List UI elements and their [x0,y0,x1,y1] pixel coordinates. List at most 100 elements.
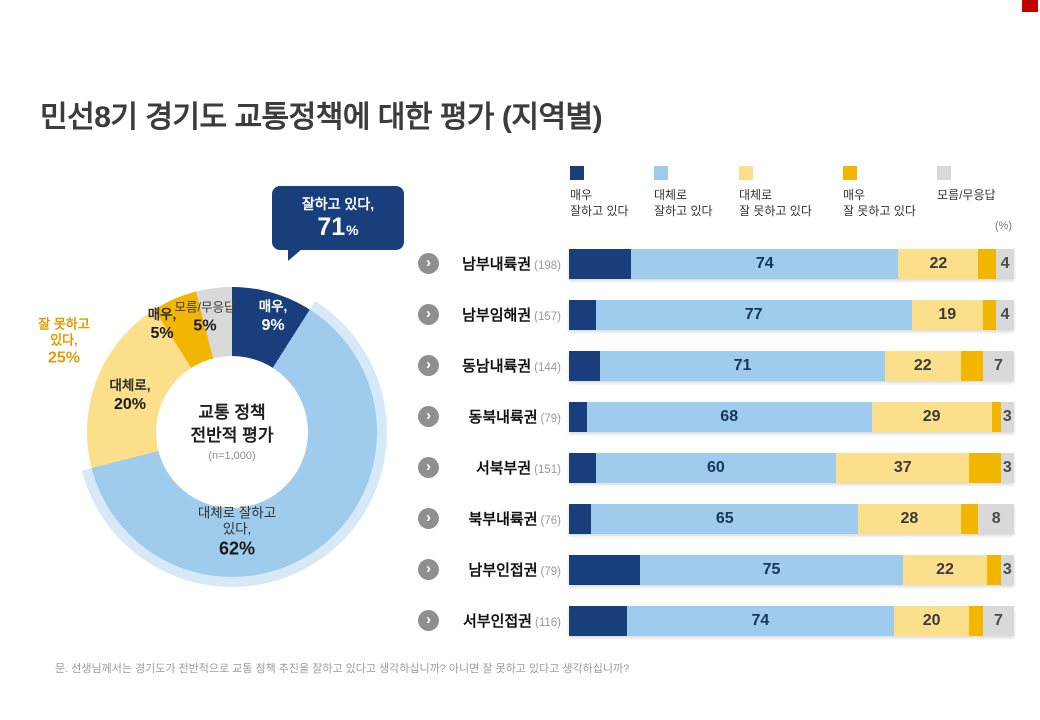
legend-label: 대체로 [739,188,773,202]
bar-segment-bad: 37 [835,452,970,483]
chevron-circle-icon: › [418,355,439,376]
region-name: 동북내륙권 [468,409,538,426]
bar-value-label: 7 [993,611,1003,629]
bar-value-label: 4 [1000,305,1010,323]
bar-segment-bad: 22 [898,248,979,279]
survey-question-footnote: 문. 선생님께서는 경기도가 전반적으로 교통 정책 추진을 잘하고 있다고 생… [55,663,630,675]
bar-segment-very_good [569,554,641,585]
bar-segment-very_bad [991,401,1001,432]
legend-swatch-icon [937,166,951,180]
legend-swatch-icon [843,166,857,180]
donut-label-bad: 대체로, 20% [109,377,151,413]
bar-value-label: 65 [715,509,734,527]
donut-center-title-line1: 교통 정책 [198,402,266,422]
region-sample-size: (79) [540,566,561,578]
legend-label: 매우 [570,188,593,202]
chevron-circle-icon: › [418,508,439,529]
region-row: › 동남내륙권 (144) 71 22 7 [418,345,1014,386]
donut-center: 교통 정책 전반적 평가 (n=1,000) [156,356,308,508]
bar-value-label: 8 [991,509,1001,527]
bar-segment-dk: 3 [1000,554,1014,585]
region-name-block: 서북부권 (151) [445,457,561,478]
stacked-bar: 75 22 3 [569,554,1014,585]
bar-value-label: 75 [762,560,781,578]
bar-segment-bad: 19 [911,299,983,330]
bar-value-label: 74 [751,611,770,629]
bar-segment-good: 77 [595,299,912,330]
bar-segment-very_good [569,401,587,432]
bar-value-label: 71 [733,356,752,374]
legend-item-dk: 모름/무응답 [937,166,1012,219]
bar-segment-very_bad [978,248,997,279]
positive-total-callout: 잘하고 있다, 71 % [272,186,404,261]
bar-segment-bad: 29 [871,401,992,432]
unit-label: (%) [994,220,1012,232]
bar-value-label: 74 [755,254,774,272]
legend-label: 대체로 [654,188,688,202]
bar-segment-very_good [569,350,601,381]
donut-label-good: 대체로 잘하고 있다, 62% [197,505,277,559]
chevron-circle-icon: › [418,457,439,478]
legend-label: 잘 못하고 있다 [843,204,916,219]
legend-label: 잘 못하고 있다 [739,204,812,219]
region-sample-size: (198) [534,260,561,272]
stacked-bar: 74 22 4 [569,248,1014,279]
bar-value-label: 22 [929,254,948,272]
bar-value-label: 20 [922,611,941,629]
stacked-bar: 71 22 7 [569,350,1014,381]
region-name: 서북부권 [475,460,532,477]
stacked-bar: 68 29 3 [569,401,1014,432]
chevron-circle-icon: › [418,406,439,427]
region-row: › 서부인접권 (116) 74 20 7 [418,600,1014,641]
bar-segment-dk: 3 [1000,452,1014,483]
legend-swatch-icon [570,166,584,180]
bar-segment-very_good [569,299,596,330]
region-name: 남부인접권 [468,562,538,579]
donut-center-title-line2: 전반적 평가 [190,425,274,445]
region-sample-size: (116) [535,617,561,629]
bar-segment-dk: 8 [978,503,1014,534]
bar-value-label: 7 [993,356,1003,374]
legend-label: 잘하고 있다 [654,204,713,219]
region-name: 남부내륙권 [462,256,532,273]
region-name: 동남내륙권 [462,358,532,375]
legend-label: 잘하고 있다 [570,204,629,219]
bar-segment-bad: 22 [884,350,961,381]
region-name-block: 남부내륙권 (198) [445,253,561,274]
region-row: › 남부인접권 (79) 75 22 3 [418,549,1014,590]
stacked-bar: 74 20 7 [569,605,1014,636]
donut-label-very-bad: 매우, 5% [147,306,177,342]
region-name-block: 북부내륙권 (76) [445,508,561,529]
bar-segment-very_good [569,248,632,279]
bar-segment-dk: 7 [982,605,1014,636]
bar-value-label: 29 [922,407,941,425]
region-sample-size: (76) [540,515,561,527]
region-row: › 북부내륙권 (76) 65 28 8 [418,498,1014,539]
legend-swatch-icon [739,166,753,180]
legend-label: 매우 [843,188,866,202]
bar-segment-good: 71 [600,350,885,381]
region-row: › 남부임해권 (157) 77 19 4 [418,294,1014,335]
region-row: › 서북부권 (151) 60 37 3 [418,447,1014,488]
bar-segment-very_good [569,452,596,483]
bar-segment-very_good [569,605,627,636]
region-row: › 동북내륙권 (79) 68 29 3 [418,396,1014,437]
region-bar-chart: › 남부내륙권 (198) 74 22 4 › 남부임해권 (157) 77 19 4 › 동남내륙권 (1… [418,243,1014,651]
positive-total-value: 71 [317,213,346,242]
region-name: 북부내륙권 [468,511,538,528]
stacked-bar: 65 28 8 [569,503,1014,534]
bar-value-label: 37 [893,458,912,476]
bar-segment-dk: 3 [1000,401,1014,432]
bar-segment-good: 65 [591,503,859,534]
bar-segment-very_bad [987,554,1001,585]
region-name-block: 서부인접권 (116) [445,610,561,631]
page-title: 민선8기 경기도 교통정책에 대한 평가 (지역별) [40,101,603,135]
bar-value-label: 22 [913,356,932,374]
bar-segment-very_bad [969,452,1001,483]
donut-negative-total-label: 잘 못하고 있다, 25% [38,316,90,367]
donut-label-dontknow: 모름/무응답 5% [174,300,236,335]
region-name-block: 남부임해권 (157) [445,304,561,325]
bar-segment-very_good [569,503,592,534]
